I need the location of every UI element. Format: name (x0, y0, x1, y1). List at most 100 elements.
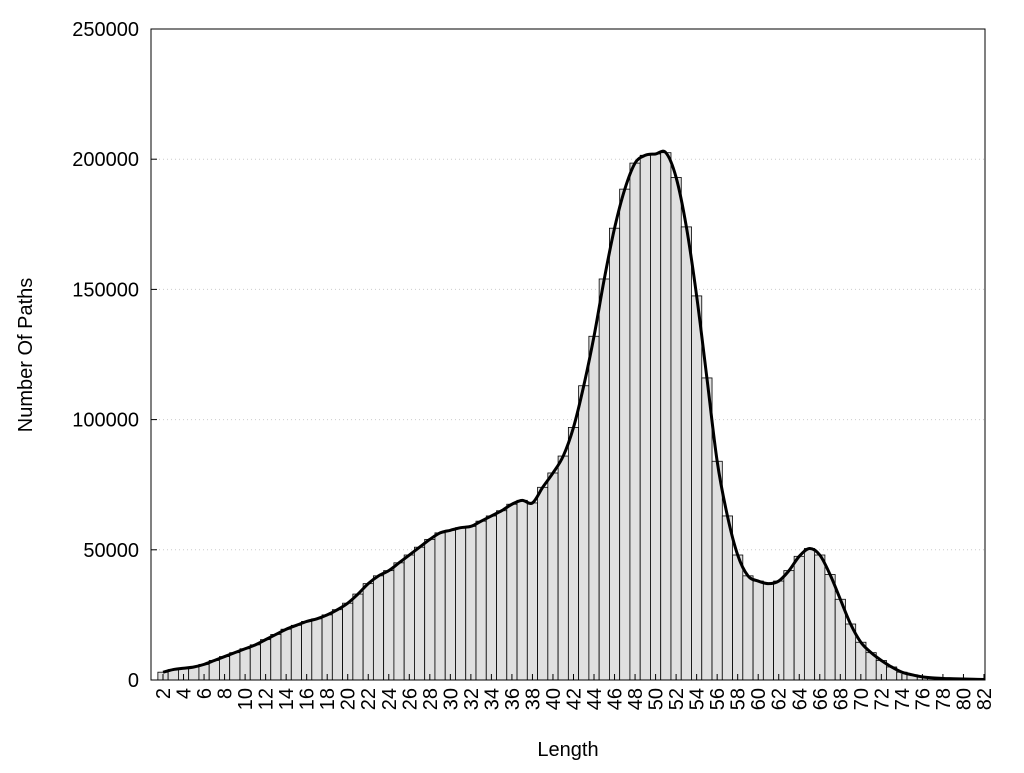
x-tick-label: 36 (502, 688, 524, 710)
bar (372, 575, 385, 680)
bar (383, 570, 395, 680)
bar (475, 520, 487, 680)
bar (567, 427, 580, 680)
bar (814, 554, 826, 680)
bar (496, 510, 508, 680)
bar (711, 460, 723, 680)
x-tick-label: 24 (379, 688, 401, 710)
bar (557, 455, 569, 680)
bar (516, 499, 528, 680)
bar (290, 624, 302, 680)
x-tick-label: 18 (317, 688, 339, 710)
x-tick-label: 6 (194, 688, 216, 699)
y-tick-label: 250000 (72, 19, 139, 41)
bar (260, 639, 272, 680)
x-tick-label: 50 (646, 688, 668, 710)
x-tick-label: 44 (584, 688, 606, 710)
bar (280, 628, 292, 680)
bar (650, 153, 662, 680)
x-tick-label: 10 (235, 688, 257, 710)
bar (331, 609, 343, 680)
bar (414, 546, 426, 680)
bar (362, 583, 374, 680)
bar (311, 618, 323, 680)
bar (629, 162, 641, 680)
x-tick-label: 76 (912, 688, 934, 710)
bar (742, 575, 754, 680)
x-tick-label: 12 (256, 688, 278, 710)
bar (609, 227, 621, 680)
x-tick-label: 70 (851, 688, 873, 710)
bar (229, 652, 241, 680)
bar (762, 583, 775, 680)
x-tick-label: 60 (748, 688, 770, 710)
bar (639, 154, 651, 680)
bar (670, 177, 682, 680)
x-tick-label: 32 (461, 688, 483, 710)
trend-line (162, 149, 985, 680)
x-tick-label: 8 (215, 688, 237, 699)
x-tick-label: 62 (769, 688, 791, 710)
x-tick-label: 78 (933, 688, 955, 710)
bar (537, 486, 549, 680)
x-tick-label: 20 (338, 688, 360, 710)
bar (485, 515, 497, 680)
bar (301, 621, 313, 680)
bar (506, 503, 518, 680)
x-tick-label: 16 (297, 688, 319, 710)
x-tick-label: 4 (174, 688, 196, 699)
x-tick-label: 26 (399, 688, 421, 710)
x-axis-label: Length (537, 739, 598, 761)
bar (803, 548, 816, 680)
x-tick-label: 42 (563, 688, 585, 710)
bar (588, 335, 600, 680)
bar (352, 593, 364, 680)
bar (434, 532, 446, 680)
bar (444, 529, 456, 680)
x-tick-label: 54 (687, 688, 709, 710)
y-tick-label: 100000 (72, 410, 139, 432)
bar (424, 538, 436, 680)
x-tick-label: 30 (440, 688, 462, 710)
x-tick-label: 66 (810, 688, 832, 710)
x-tick-label: 46 (605, 688, 627, 710)
x-tick-label: 14 (276, 688, 298, 710)
bar (455, 527, 467, 680)
bar (721, 515, 733, 680)
bar (526, 502, 538, 680)
y-tick-label: 150000 (72, 279, 139, 301)
bar (793, 555, 805, 680)
bar (321, 614, 333, 680)
x-tick-label: 58 (728, 688, 750, 710)
bar (465, 525, 477, 680)
bar (578, 385, 590, 680)
y-tick-label: 50000 (83, 540, 139, 562)
x-tick-label: 80 (953, 688, 975, 710)
x-tick-label: 48 (625, 688, 647, 710)
y-tick-label: 200000 (72, 149, 139, 171)
x-tick-label: 56 (707, 688, 729, 710)
bar (701, 377, 713, 680)
x-tick-label: 38 (522, 688, 544, 710)
bar (783, 570, 795, 680)
bar (680, 226, 692, 680)
bar (270, 634, 282, 680)
y-tick-label: 0 (128, 670, 139, 692)
x-tick-label: 68 (830, 688, 852, 710)
x-tick-label: 28 (420, 688, 442, 710)
bar (342, 602, 354, 680)
x-tick-label: 52 (666, 688, 688, 710)
bar (773, 580, 785, 680)
x-tick-label: 22 (358, 688, 380, 710)
x-tick-label: 40 (543, 688, 565, 710)
bar (598, 278, 610, 680)
x-tick-label: 74 (892, 688, 914, 710)
x-tick-label: 34 (481, 688, 503, 710)
bar (691, 295, 703, 680)
bar (393, 562, 405, 680)
x-tick-label: 72 (871, 688, 893, 710)
bar (619, 188, 631, 680)
x-tick-label: 82 (974, 688, 996, 710)
bar (660, 152, 672, 680)
